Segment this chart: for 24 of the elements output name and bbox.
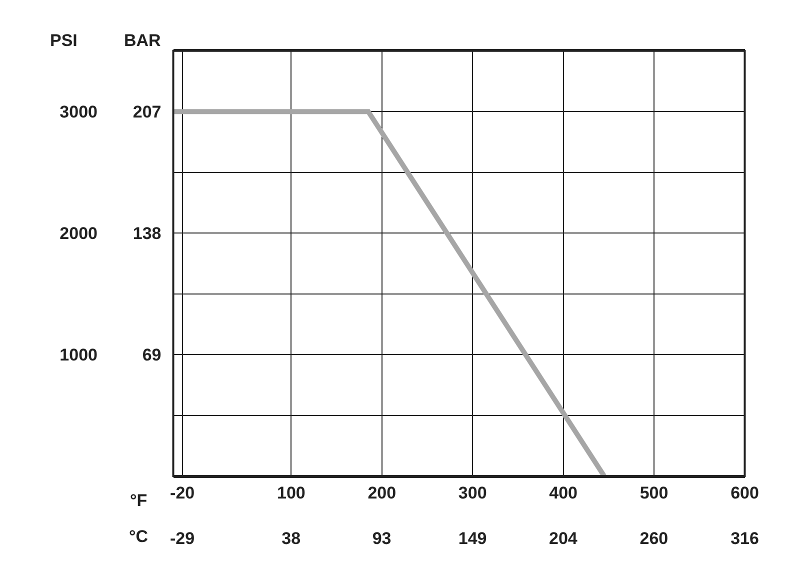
x2-tick-label: 316 — [730, 528, 759, 548]
y2-axis-title: BAR — [124, 31, 161, 50]
x-tick-label: 200 — [368, 483, 396, 502]
x-tick-label: 300 — [458, 483, 487, 502]
x2-tick-label: -29 — [170, 528, 195, 548]
y-axis-title: PSI — [50, 31, 78, 50]
y2-tick-label: 207 — [132, 102, 162, 122]
x2-tick-label: 149 — [458, 528, 487, 548]
x-tick-label: 400 — [549, 483, 578, 502]
x2-axis-title: °C — [129, 527, 148, 546]
y2-tick-label: 69 — [142, 345, 162, 364]
y2-tick-label: 138 — [132, 224, 162, 243]
x-tick-label: 500 — [640, 483, 668, 502]
y-tick-label: 2000 — [60, 224, 98, 244]
x-axis-title: °F — [130, 491, 148, 510]
x-tick-label: 100 — [276, 483, 306, 502]
y-tick-label: 3000 — [60, 102, 98, 122]
x2-tick-label: 93 — [372, 528, 392, 548]
x2-tick-label: 204 — [548, 528, 578, 548]
x2-tick-label: 38 — [282, 528, 301, 548]
x-tick-label: 600 — [730, 483, 759, 502]
x2-tick-label: 260 — [640, 528, 668, 548]
x-tick-label: -20 — [170, 483, 195, 502]
y-tick-label: 1000 — [60, 346, 98, 364]
